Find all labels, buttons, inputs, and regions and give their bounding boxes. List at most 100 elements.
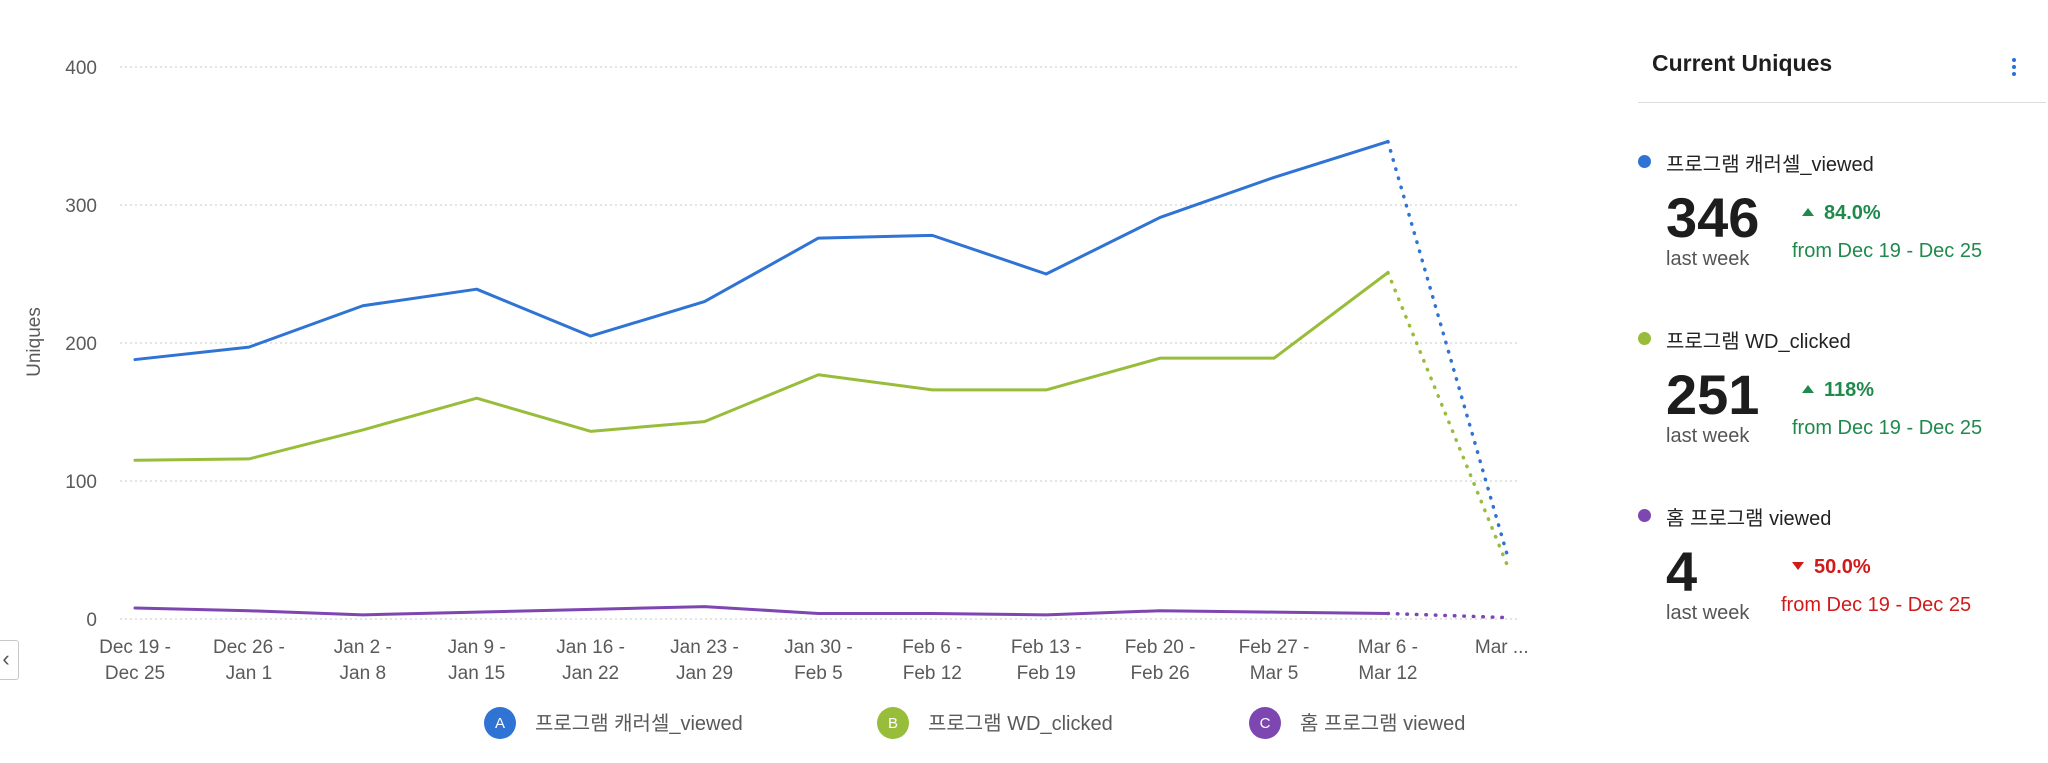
x-tick-line: Jan 15 (448, 663, 505, 684)
x-tick-label: Jan 23 - Jan 29 (670, 637, 739, 684)
x-tick-line: Feb 5 (794, 663, 843, 684)
series-incomplete-line (1386, 611, 1510, 620)
x-tick-label: Mar ... (1475, 637, 1529, 658)
legend-label: 홈 프로그램 viewed (1300, 712, 1465, 735)
panel-title: Current Uniques (1652, 50, 1833, 76)
metric-value: 346 (1666, 186, 1760, 249)
y-tick-label: 100 (65, 472, 97, 493)
x-tick-label: Dec 19 - Dec 25 (99, 637, 171, 684)
x-tick-line: Jan 30 - (784, 637, 853, 658)
x-tick-line: Dec 25 (105, 663, 165, 684)
metric-comparison: from Dec 19 - Dec 25 (1792, 417, 1983, 439)
series-lines (133, 139, 1510, 620)
x-tick-line: Feb 6 - (902, 637, 962, 658)
series-incomplete-line (1386, 270, 1510, 569)
y-tick-label: 300 (65, 196, 97, 217)
legend-label: 프로그램 WD_clicked (928, 712, 1113, 735)
metric-value: 251 (1666, 363, 1760, 426)
legend-item[interactable]: C 홈 프로그램 viewed (1249, 707, 1465, 739)
y-tick-label: 0 (86, 610, 97, 631)
panel-header: Current Uniques (1638, 0, 2046, 103)
x-tick-line: Feb 26 (1131, 663, 1190, 684)
metric-period: last week (1666, 425, 1750, 447)
x-tick-line: Jan 23 - (670, 637, 739, 658)
x-tick-label: Feb 20 - Feb 26 (1125, 637, 1196, 684)
legend-item[interactable]: A 프로그램 캐러셀_viewed (484, 707, 743, 739)
more-options-icon[interactable] (2006, 56, 2022, 80)
arrow-up-icon (1802, 385, 1814, 393)
metric-name: 프로그램 WD_clicked (1666, 331, 1851, 353)
legend-label: 프로그램 캐러셀_viewed (535, 712, 743, 735)
x-tick-line: Mar 12 (1358, 663, 1417, 684)
x-tick-label: Jan 16 - Jan 22 (556, 637, 625, 684)
arrow-down-icon (1792, 562, 1804, 570)
change-value: 50.0% (1814, 556, 1871, 578)
legend-badge (484, 707, 516, 739)
y-axis-ticks: 0 100 200 300 400 (65, 58, 97, 631)
grid-lines (120, 66, 1520, 620)
legend-badge-letter: B (888, 715, 898, 732)
collapse-sidebar-button[interactable]: ‹ (0, 640, 19, 680)
x-tick-line: Feb 19 (1017, 663, 1076, 684)
legend-badge (877, 707, 909, 739)
legend: A 프로그램 캐러셀_viewed B 프로그램 WD_clicked C 홈 프로그램 … (484, 707, 1465, 739)
metric-change: 118% (1802, 379, 1874, 402)
legend-item[interactable]: B 프로그램 WD_clicked (877, 707, 1113, 739)
current-uniques-panel: Current Uniques 프로그램 캐러셀_viewed 346 last… (1638, 0, 2048, 763)
metric-name: 홈 프로그램 viewed (1666, 508, 1832, 530)
x-tick-line: Jan 8 (340, 663, 386, 684)
metric-card: 프로그램 캐러셀_viewed 346 last week 84.0% from… (1638, 146, 2046, 296)
metric-period: last week (1666, 602, 1750, 624)
metric-name: 프로그램 캐러셀_viewed (1666, 154, 1874, 176)
legend-badge (1249, 707, 1281, 739)
x-tick-label: Feb 6 - Feb 12 (902, 637, 962, 684)
x-tick-line: Mar 6 - (1358, 637, 1418, 658)
metric-comparison: from Dec 19 - Dec 25 (1792, 240, 1983, 262)
y-tick-label: 200 (65, 334, 97, 355)
x-tick-line: Jan 9 - (448, 637, 506, 658)
series-incomplete-line (1386, 139, 1510, 559)
x-tick-line: Mar 5 (1250, 663, 1299, 684)
series-color-dot (1638, 155, 1651, 168)
series-line (133, 140, 1390, 362)
x-tick-label: Jan 9 - Jan 15 (448, 637, 506, 684)
x-tick-line: Dec 26 - (213, 637, 285, 658)
y-tick-label: 400 (65, 58, 97, 79)
metric-comparison: from Dec 19 - Dec 25 (1781, 594, 1972, 616)
series-color-dot (1638, 509, 1651, 522)
x-tick-line: Feb 27 - (1239, 637, 1310, 658)
x-tick-label: Feb 13 - Feb 19 (1011, 637, 1082, 684)
legend-badge-letter: C (1260, 715, 1271, 732)
x-tick-label: Feb 27 - Mar 5 (1239, 637, 1310, 684)
x-tick-line: Jan 1 (226, 663, 272, 684)
change-value: 118% (1824, 379, 1875, 401)
x-tick-line: Jan 29 (676, 663, 733, 684)
x-tick-line: Jan 16 - (556, 637, 625, 658)
y-axis-label: Uniques (24, 307, 45, 377)
series-line (133, 605, 1390, 617)
x-tick-line: Jan 22 (562, 663, 619, 684)
x-tick-label: Jan 30 - Feb 5 (784, 637, 853, 684)
metric-card: 프로그램 WD_clicked 251 last week 118% from … (1638, 323, 2046, 473)
arrow-up-icon (1802, 208, 1814, 216)
x-tick-line: Feb 13 - (1011, 637, 1082, 658)
legend-badge-letter: A (495, 715, 505, 732)
metric-card: 홈 프로그램 viewed 4 last week 50.0% from Dec… (1638, 500, 2046, 650)
metric-change: 84.0% (1802, 202, 1881, 225)
x-tick-label: Jan 2 - Jan 8 (334, 637, 392, 684)
series-color-dot (1638, 332, 1651, 345)
metric-period: last week (1666, 248, 1750, 270)
metric-change: 50.0% (1792, 556, 1871, 579)
x-tick-label: Mar 6 - Mar 12 (1358, 637, 1418, 684)
change-value: 84.0% (1824, 202, 1881, 224)
x-tick-line: Jan 2 - (334, 637, 392, 658)
series-line (133, 271, 1390, 462)
x-tick-line: Feb 12 (903, 663, 962, 684)
metric-value: 4 (1666, 540, 1698, 603)
x-tick-label: Dec 26 - Jan 1 (213, 637, 285, 684)
x-tick-line: Mar ... (1475, 637, 1529, 658)
x-tick-line: Dec 19 - (99, 637, 171, 658)
x-tick-line: Feb 20 - (1125, 637, 1196, 658)
